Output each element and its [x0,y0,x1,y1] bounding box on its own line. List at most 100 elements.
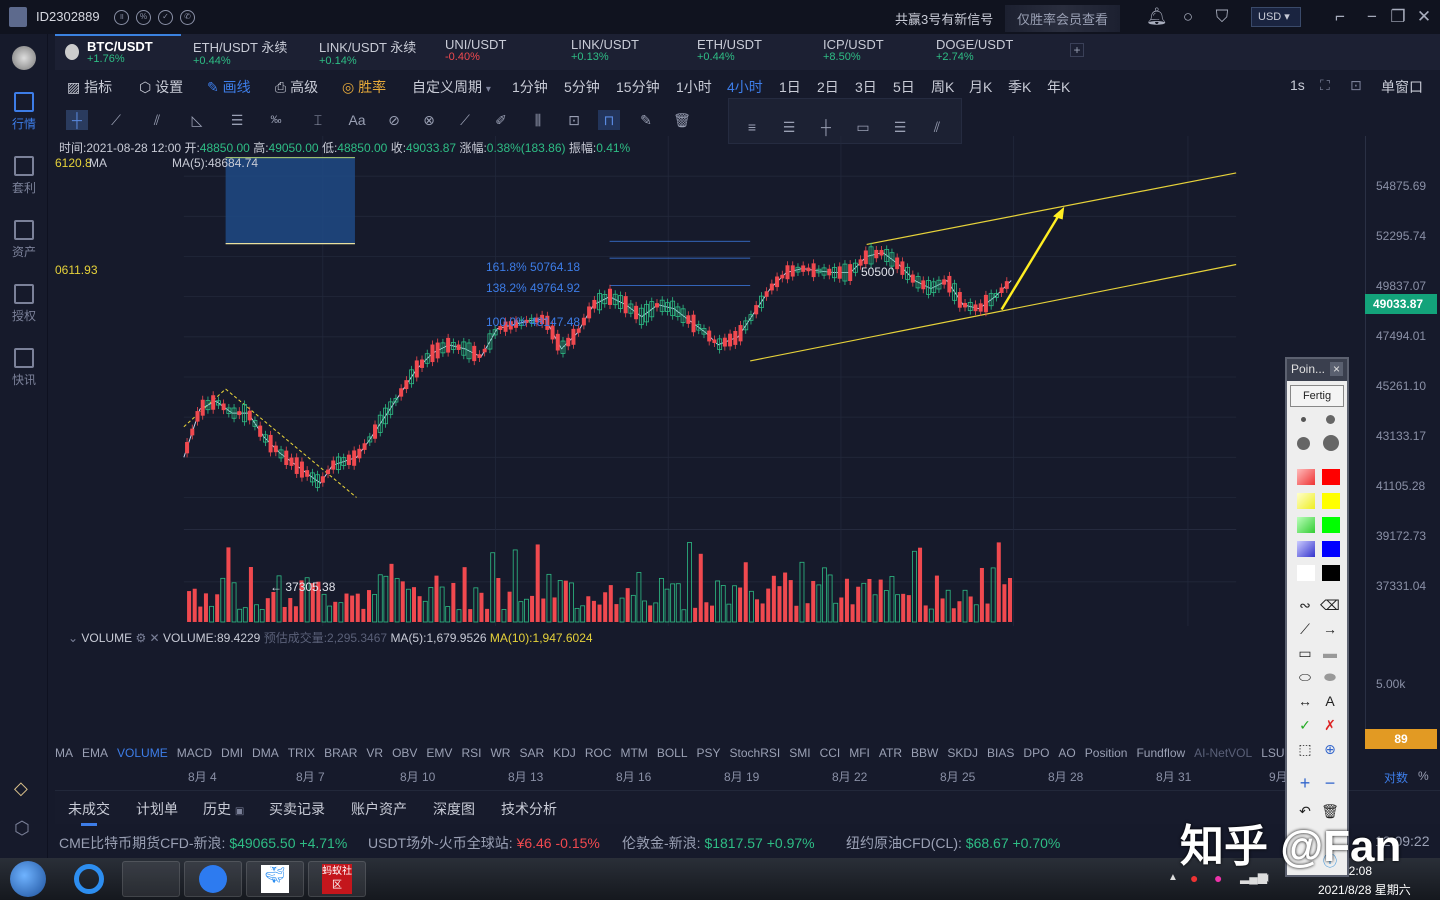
indicators-button[interactable]: ▨ 指标 [67,77,112,97]
indicator-volume[interactable]: VOLUME [117,746,168,760]
indicator-rsi[interactable]: RSI [461,746,482,760]
tab-plan-orders[interactable]: 计划单 [136,801,178,817]
avatar[interactable] [9,7,27,27]
settings-button[interactable]: ⬡ 设置 [139,77,183,97]
edit-icon[interactable]: ✎ [640,112,652,128]
gear-icon[interactable]: ⚙ [135,631,147,645]
indicator-stochrsi[interactable]: StochRSI [729,746,781,760]
app-icon-2[interactable] [184,861,242,897]
help-icon[interactable]: ▣ [234,806,245,817]
ellipse-tool-icon[interactable]: ⬭ [1299,669,1311,685]
tab-link-usdt[interactable]: LINK/USDT +0.13% [559,34,685,70]
clock-time[interactable]: 12:08 [1342,864,1373,878]
indicator-ema[interactable]: EMA [82,746,109,760]
done-button[interactable]: Fertig [1290,385,1344,407]
browser-app-icon[interactable] [74,864,104,894]
double-arrow-tool-icon[interactable]: ↔ [1298,693,1312,709]
sidebar-item-authorize[interactable]: 授权 [0,284,48,324]
tab-account-assets[interactable]: 账户资产 [351,801,407,817]
indicator-vr[interactable]: VR [366,746,384,760]
search-icon[interactable]: ○ [1182,7,1194,26]
slash-lines-icon[interactable]: ⫽ [933,119,941,135]
indicator-fundflow[interactable]: Fundflow [1136,746,1186,760]
indicator-emv[interactable]: EMV [426,746,453,760]
tab-btc-usdt[interactable]: BTC/USDT +1.76% [55,34,181,70]
tab-trade-records[interactable]: 买卖记录 [269,801,325,817]
color-light-green[interactable] [1297,517,1315,533]
window-mode-button[interactable]: 单窗口 [1381,79,1423,95]
indicator-dmi[interactable]: DMI [221,746,244,760]
add-window-icon[interactable]: ⊡ [1350,77,1362,93]
indicator-brar[interactable]: BRAR [324,746,358,760]
indicator-ai-netvol[interactable]: AI-NetVOL [1194,746,1253,760]
period-month[interactable]: 月K [969,79,993,95]
horizontal-line-icon[interactable]: ┼ [821,119,831,135]
sidebar-item-market[interactable]: 行情 [0,92,48,132]
arrow-tool-icon[interactable]: → [1323,621,1337,637]
zoom-out-icon[interactable]: − [1324,773,1336,793]
text-tool-icon[interactable]: A [1325,693,1335,709]
zoom-in-icon[interactable]: + [1299,773,1311,793]
phone-icon[interactable]: ✆ [180,10,195,25]
tab-uni-usdt[interactable]: UNI/USDT -0.40% [433,34,559,70]
tab-eth-usdt-perp[interactable]: ETH/USDT 永续 +0.44% [181,34,307,70]
brush-icon[interactable]: ✐ [495,112,507,128]
ruler-icon[interactable]: ⟋ [460,112,470,128]
add-tab-button[interactable]: + [1070,43,1084,57]
indicator-wr[interactable]: WR [490,746,511,760]
restore-icon[interactable]: ❐ [1390,7,1406,26]
ticker-item[interactable]: 纽约原油CFD(CL): $68.67 +0.70% [846,833,1060,853]
custom-period-dropdown[interactable]: 自定义周期 ▾ [412,77,491,97]
parallel-lines-icon[interactable]: ≡ [747,119,757,135]
period-1h[interactable]: 1小时 [676,79,712,95]
indicator-boll[interactable]: BOLL [656,746,688,760]
price-axis[interactable]: 54875.69 52295.74 49837.07 47494.01 4526… [1365,136,1440,746]
close-icon[interactable]: ✕ [149,631,160,645]
dot-size-xlarge[interactable] [1323,435,1339,451]
indicator-skdj[interactable]: SKDJ [947,746,979,760]
rectangle-tool-icon[interactable]: ▭ [1298,645,1312,661]
percent-tool-icon[interactable]: ‰ [270,114,282,126]
refresh-interval[interactable]: 1s [1290,77,1305,93]
tab-open-orders[interactable]: 未成交 [68,799,110,826]
indicator-psy[interactable]: PSY [696,746,721,760]
period-week[interactable]: 周K [931,79,955,95]
period-2d[interactable]: 2日 [817,79,839,95]
sidebar-item-assets[interactable]: 资产 [0,220,48,260]
period-5d[interactable]: 5日 [893,79,915,95]
indicator-position[interactable]: Position [1084,746,1128,760]
indicator-bias[interactable]: BIAS [987,746,1015,760]
info-icon[interactable]: ⓘ [1323,853,1337,869]
line-tool-icon[interactable]: ⟋ [1300,621,1310,637]
app-icon-1[interactable] [122,861,180,897]
filled-rectangle-tool-icon[interactable]: ▬ [1323,645,1337,661]
ticker-item[interactable]: CME比特币期货CFD-新浪: $49065.50 +4.71% [59,833,347,853]
draw-button[interactable]: ✎ 画线 [207,77,251,97]
winrate-button[interactable]: ◎ 胜率 [342,77,386,97]
trash-icon[interactable]: 🗑︎ [673,112,691,128]
dot-size-small[interactable] [1301,417,1306,422]
zoom-tool-icon[interactable]: ⊕ [1324,741,1336,757]
indicator-cci[interactable]: CCI [819,746,841,760]
color-red[interactable] [1322,469,1340,485]
indicator-bbw[interactable]: BBW [911,746,939,760]
qq-icon-2[interactable]: ● [1214,870,1223,886]
settings-hex-icon[interactable]: ⬡ [14,818,30,838]
rectangle-icon[interactable]: ▭ [856,119,870,135]
network-icon[interactable]: ▂▄▆ [1240,870,1267,884]
fib-tool-icon[interactable]: ☰ [230,112,244,128]
log-scale-toggle[interactable]: 对数 [1384,771,1409,785]
indicator-sar[interactable]: SAR [519,746,545,760]
color-light-blue[interactable] [1297,541,1315,557]
triangle-tool-icon[interactable]: ◺ [191,112,203,128]
color-green[interactable] [1322,517,1340,533]
dot-size-medium[interactable] [1326,415,1335,424]
sidebar-item-arbitrage[interactable]: 套利 [0,156,48,196]
bell-icon[interactable]: 🔔︎ [1146,7,1168,26]
compass-icon[interactable]: ✓ [158,10,173,25]
color-light-yellow[interactable] [1297,493,1315,509]
price-chart[interactable] [55,136,1365,626]
indicator-macd[interactable]: MACD [176,746,213,760]
period-1m[interactable]: 1分钟 [512,79,548,95]
magnet-icon[interactable]: ⊘ [388,112,400,128]
